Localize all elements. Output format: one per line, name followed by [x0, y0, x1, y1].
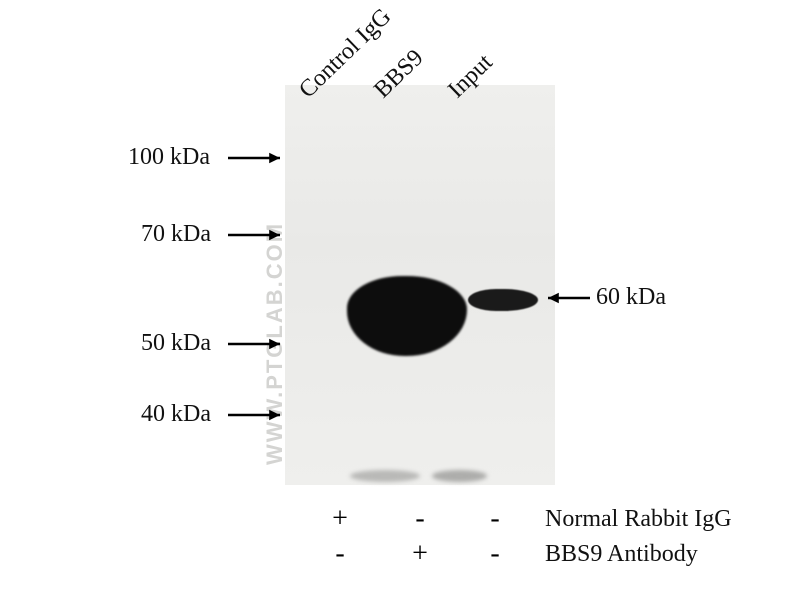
mw-marker-label: 100 kDa	[128, 144, 210, 171]
blot-band	[468, 289, 538, 311]
mw-marker-label: 70 kDa	[141, 221, 211, 248]
blot-band	[350, 470, 420, 482]
condition-label: BBS9 Antibody	[545, 541, 698, 568]
western-blot-figure: WWW.PTGLAB.COM 100 kDa 70 kDa 50 kDa 40 …	[0, 0, 800, 600]
minus-mark: -	[480, 538, 510, 570]
blot-band	[432, 470, 487, 482]
minus-mark: -	[480, 503, 510, 535]
minus-mark: -	[325, 538, 355, 570]
condition-label: Normal Rabbit IgG	[545, 506, 732, 533]
target-band-label: 60 kDa	[596, 284, 666, 311]
mw-marker-label: 40 kDa	[141, 401, 211, 428]
plus-mark: +	[405, 538, 435, 570]
plus-mark: +	[325, 503, 355, 535]
mw-marker-label: 50 kDa	[141, 330, 211, 357]
minus-mark: -	[405, 503, 435, 535]
